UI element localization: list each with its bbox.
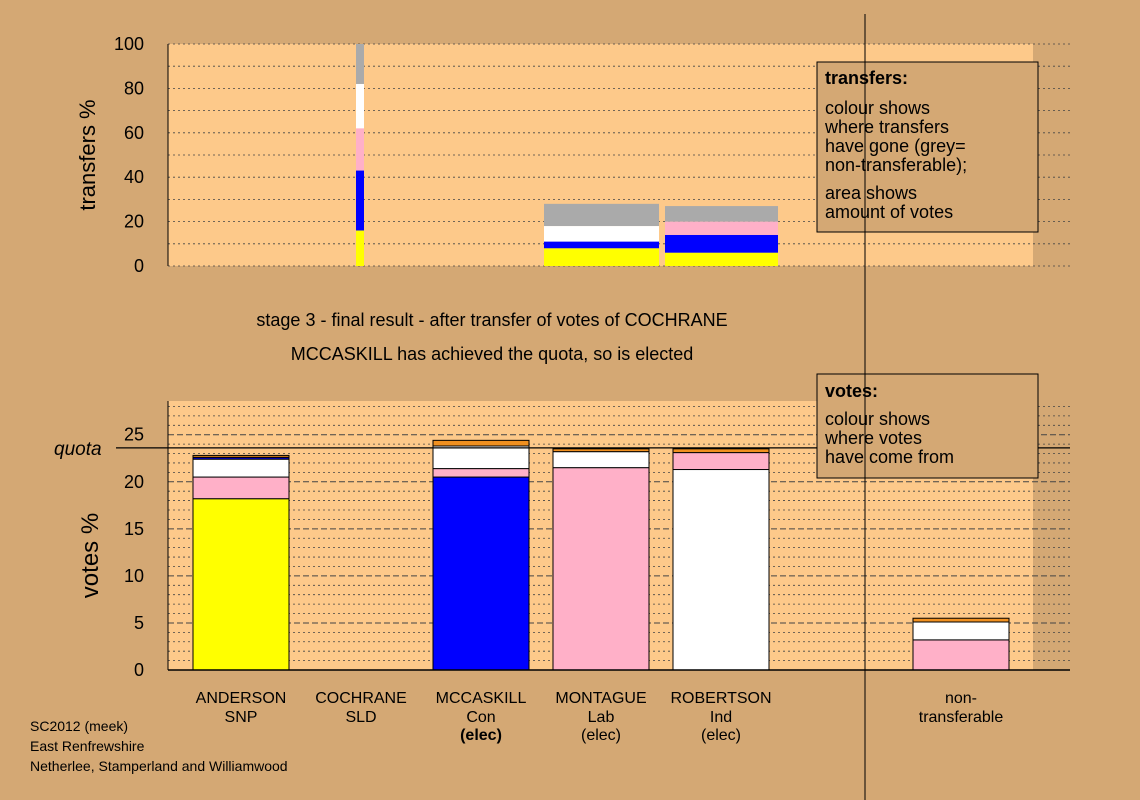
transfer-segment-montague-snp xyxy=(665,252,778,266)
transfers-tick-label: 100 xyxy=(114,34,144,54)
votes-legend-heading: votes: xyxy=(825,381,878,401)
category-elected-note: (elec) xyxy=(701,727,741,744)
vote-segment-non-ind xyxy=(912,621,1010,641)
votes-tick-label: 25 xyxy=(124,425,144,445)
votes-legend-box xyxy=(816,373,1039,479)
footer-line-2: East Renfrewshire xyxy=(30,738,145,754)
vote-segment-montague-other xyxy=(552,448,650,453)
transfer-segment-cochrane-ind xyxy=(356,83,364,129)
transfers-tick-label: 60 xyxy=(124,123,144,143)
vote-segment-non-lab xyxy=(912,639,1010,671)
category-sublabel: Lab xyxy=(588,709,615,726)
transfers-tick-label: 80 xyxy=(124,78,144,98)
footer-line-1: SC2012 (meek) xyxy=(30,718,128,734)
category-sublabel: SNP xyxy=(225,709,258,726)
category-label: ANDERSON xyxy=(196,690,287,707)
transfer-segment-mccaskill-nontransferable xyxy=(544,203,659,227)
vote-segment-non-other xyxy=(912,617,1010,623)
vote-segment-anderson-other xyxy=(192,454,290,458)
transfer-segment-cochrane-lab xyxy=(356,128,364,171)
transfers-legend-line: where transfers xyxy=(824,117,949,137)
quota-label: quota xyxy=(54,439,102,460)
transfers-legend-line: area shows xyxy=(825,183,917,203)
transfers-legend-line: colour shows xyxy=(825,98,930,118)
transfer-segment-cochrane-snp xyxy=(356,230,364,266)
category-label: MONTAGUE xyxy=(555,690,646,707)
votes-tick-label: 5 xyxy=(134,613,144,633)
transfers-legend-line: amount of votes xyxy=(825,202,953,222)
vote-segment-mccaskill-lab xyxy=(432,468,530,478)
transfers-plot: 0 20 40 60 80 100 transfers % transfers: colour … xyxy=(75,34,1070,276)
category-label: non- xyxy=(945,690,977,707)
vote-segment-montague-lab xyxy=(552,467,650,671)
category-sublabel: Ind xyxy=(710,709,732,726)
vote-segment-anderson-snp xyxy=(192,498,290,671)
vote-segment-anderson-lab xyxy=(192,476,290,500)
transfers-axis-label: transfers % xyxy=(75,99,100,210)
category-sublabel: SLD xyxy=(345,709,376,726)
vote-segment-robertson-lab xyxy=(672,452,770,471)
transfers-tick-label: 20 xyxy=(124,212,144,232)
transfer-segment-cochrane-nontransferable xyxy=(356,44,364,84)
transfers-tick-label: 0 xyxy=(134,256,144,276)
votes-tick-label: 10 xyxy=(124,566,144,586)
transfers-legend-line: non-transferable); xyxy=(825,155,967,175)
category-label: MCCASKILL xyxy=(436,690,527,707)
vote-segment-mccaskill-con xyxy=(432,476,530,671)
transfers-legend-line: have gone (grey= xyxy=(825,136,966,156)
vote-segment-robertson-ind xyxy=(672,469,770,671)
votes-legend-line: colour shows xyxy=(825,409,930,429)
category-elected-note: (elec) xyxy=(460,727,502,744)
transfer-segment-montague-con xyxy=(665,234,778,253)
transfer-segment-montague-nontransferable xyxy=(665,206,778,222)
votes-tick-label: 20 xyxy=(124,472,144,492)
transfer-segment-mccaskill-con xyxy=(544,241,659,249)
votes-axis-label: votes % xyxy=(77,513,104,598)
transfers-tick-label: 40 xyxy=(124,167,144,187)
transfer-segment-montague-lab xyxy=(665,221,778,235)
category-label: ROBERTSON xyxy=(670,690,771,707)
vote-segment-mccaskill-ind xyxy=(432,445,530,470)
votes-tick-label: 15 xyxy=(124,519,144,539)
elected-caption: MCCASKILL has achieved the quota, so is … xyxy=(291,344,694,364)
transfers-legend-box xyxy=(816,61,1039,233)
category-sublabel: transferable xyxy=(919,709,1004,726)
transfer-segment-mccaskill-snp xyxy=(544,248,659,266)
category-elected-note: (elec) xyxy=(581,727,621,744)
vote-segment-anderson-ind xyxy=(192,458,290,478)
votes-legend-line: have come from xyxy=(825,447,954,467)
stage-caption: stage 3 - final result - after transfer … xyxy=(256,310,727,330)
vote-segment-robertson-other xyxy=(672,448,770,454)
transfer-segment-mccaskill-ind xyxy=(544,226,659,242)
category-sublabel: Con xyxy=(466,709,495,726)
votes-tick-label: 0 xyxy=(134,660,144,680)
transfers-legend-heading: transfers: xyxy=(825,68,908,88)
vote-segment-montague-ind xyxy=(552,451,650,469)
category-label: COCHRANE xyxy=(315,690,407,707)
votes-legend-line: where votes xyxy=(824,428,922,448)
votes-plot: 0 5 10 15 20 25 votes % ANDERSON SNP COCHRANE SLD M… xyxy=(54,373,1070,744)
footer-line-3: Netherlee, Stamperland and Williamwood xyxy=(30,758,288,774)
vote-segment-mccaskill-other xyxy=(432,439,530,447)
transfer-segment-cochrane-con xyxy=(356,170,364,231)
